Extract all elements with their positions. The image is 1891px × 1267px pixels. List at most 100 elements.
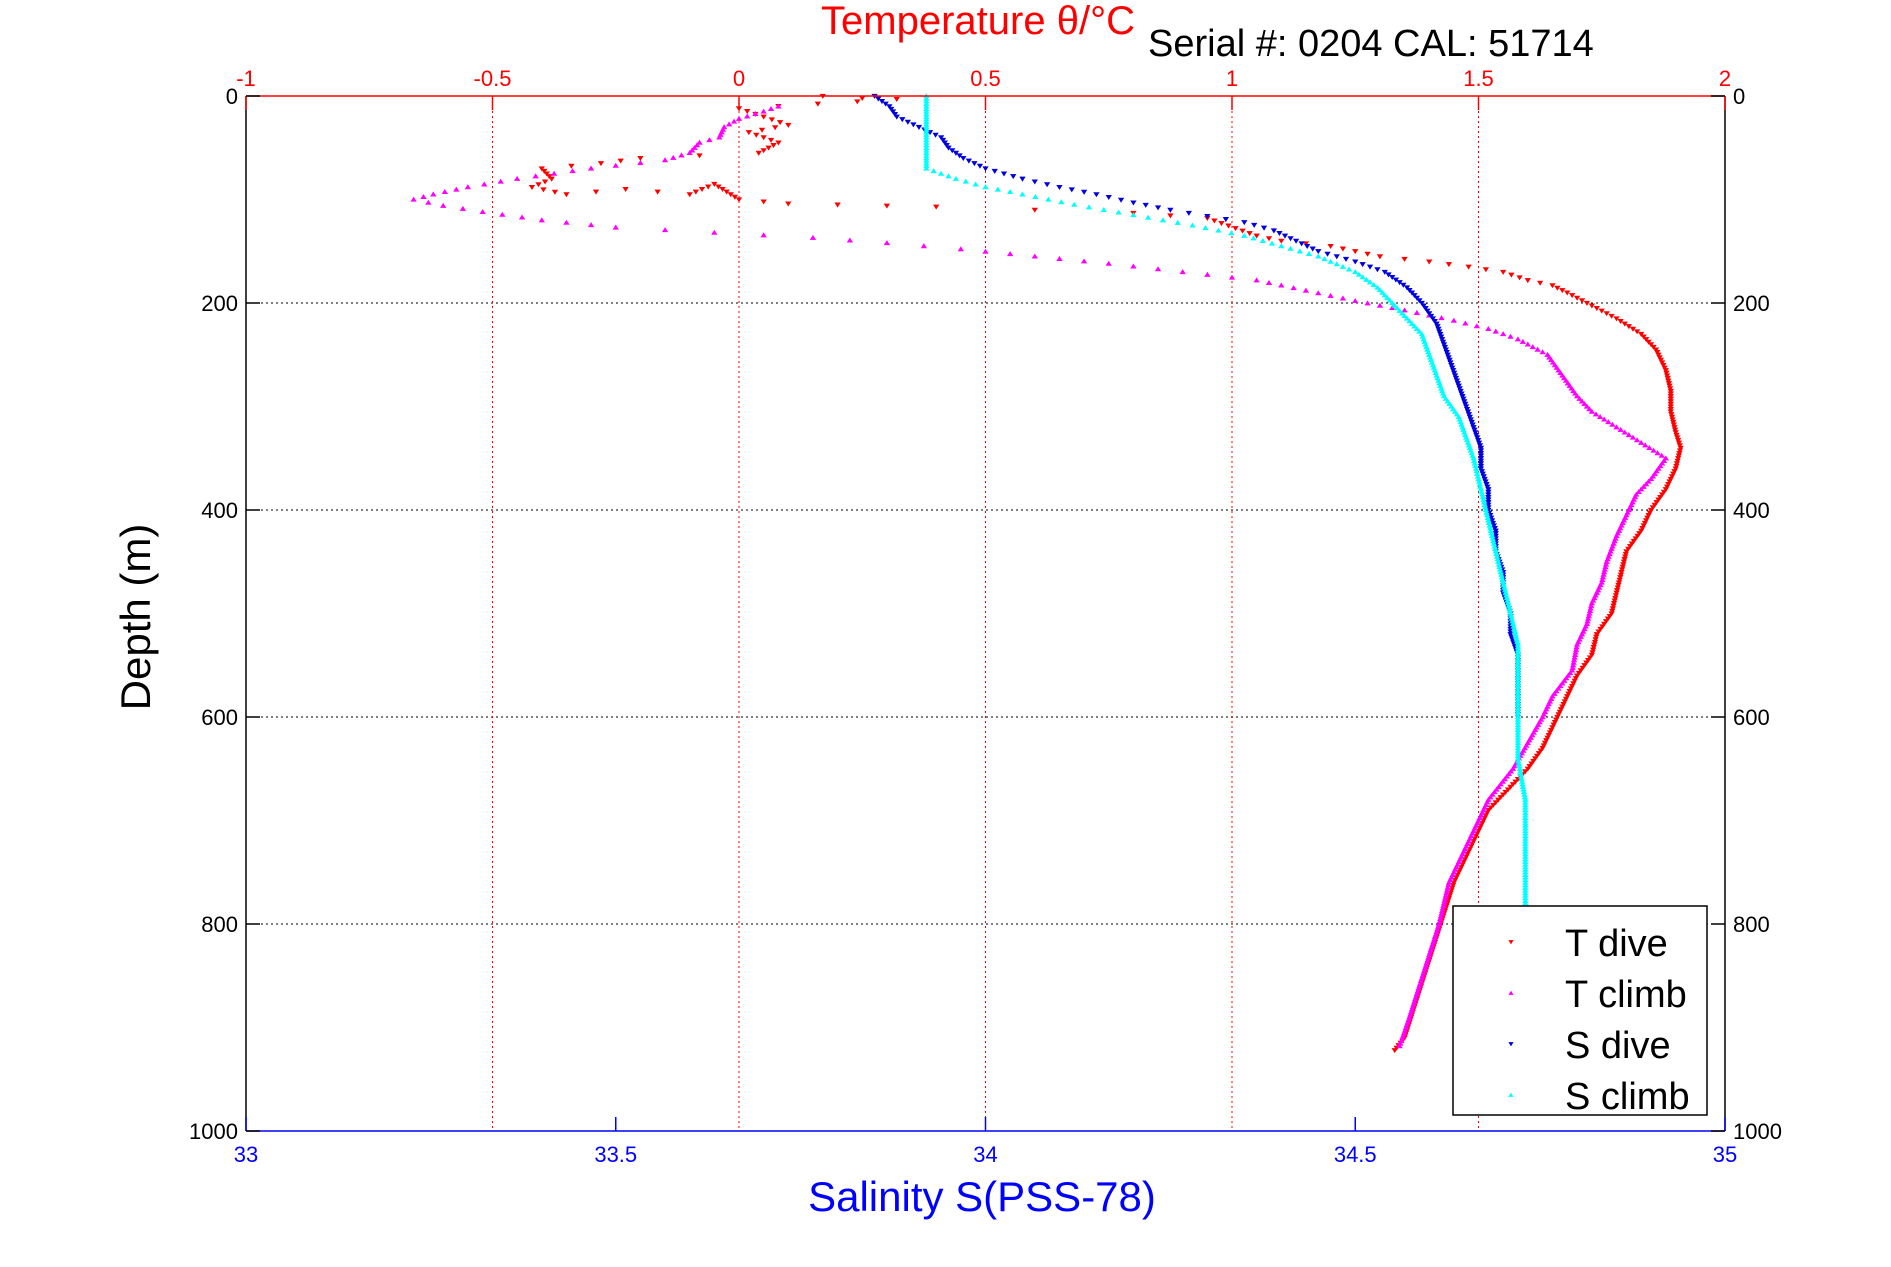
data-point (1475, 440, 1483, 446)
data-point (1593, 632, 1600, 638)
data-point (1522, 769, 1529, 775)
data-point (1474, 435, 1481, 441)
data-point (1598, 308, 1605, 314)
data-point (1466, 414, 1474, 420)
data-point (1629, 326, 1637, 332)
data-point (854, 99, 861, 105)
legend: T dive T climb S dive S climb (1452, 905, 1708, 1118)
data-point (1590, 645, 1597, 651)
data-point (1485, 489, 1492, 495)
data-point (1544, 735, 1551, 741)
data-point (1071, 201, 1078, 207)
data-point (772, 125, 779, 131)
data-point (768, 117, 776, 123)
legend-marker (1508, 990, 1514, 995)
data-point (1649, 505, 1657, 511)
data-point (1439, 339, 1447, 345)
data-point (569, 168, 576, 174)
data-point (1455, 383, 1462, 389)
data-point (1359, 274, 1366, 280)
data-point (1400, 282, 1407, 288)
legend-box (1452, 905, 1708, 1116)
data-point (1588, 303, 1596, 309)
x-top-tick-label: 1 (1226, 66, 1238, 91)
data-point (1675, 453, 1682, 459)
data-point (976, 163, 984, 169)
data-point (1642, 481, 1650, 487)
data-point (453, 186, 460, 192)
data-point (1482, 479, 1489, 485)
data-point (1479, 471, 1486, 477)
data-point (1000, 171, 1008, 177)
data-point (949, 148, 956, 154)
data-point (696, 139, 703, 145)
data-point (1485, 487, 1492, 493)
data-point (497, 178, 504, 184)
data-point (1633, 329, 1641, 335)
series-t-climb (410, 103, 1669, 1049)
data-point (1611, 598, 1618, 604)
y-left-tick-label: 0 (226, 84, 238, 109)
data-point (1462, 320, 1469, 326)
data-point (1105, 260, 1112, 266)
data-point (1667, 409, 1674, 415)
data-point (1484, 484, 1491, 490)
data-point (1445, 262, 1453, 268)
data-point (1655, 497, 1662, 503)
data-point (775, 103, 782, 109)
data-point (1499, 778, 1506, 784)
x-axis-label-salinity: Salinity S(PSS-78) (808, 1173, 1156, 1220)
data-point (1100, 206, 1107, 212)
data-point (1427, 313, 1435, 319)
data-point (1401, 256, 1408, 262)
data-point (767, 137, 775, 143)
data-point (1578, 298, 1586, 304)
data-point (1670, 471, 1677, 477)
data-point (459, 205, 467, 211)
data-point (1398, 310, 1406, 316)
data-point (752, 111, 759, 117)
data-point (1628, 541, 1636, 547)
data-point (1204, 271, 1211, 277)
data-point (1620, 562, 1627, 568)
data-point (1448, 362, 1455, 369)
data-point (785, 122, 792, 128)
data-point (1581, 401, 1588, 407)
data-point (1218, 221, 1225, 227)
data-point (1586, 406, 1593, 412)
data-point (945, 173, 952, 179)
data-point (760, 148, 767, 154)
data-point (1609, 421, 1616, 427)
data-point (758, 127, 766, 133)
y-right-tick-label: 200 (1733, 291, 1770, 316)
data-point (1608, 611, 1615, 617)
data-point (1174, 219, 1181, 225)
data-point (1589, 647, 1597, 653)
data-point (1495, 783, 1502, 789)
data-point (1342, 256, 1350, 262)
data-point (1533, 753, 1541, 759)
data-point (1601, 621, 1608, 627)
data-point (809, 234, 817, 240)
data-point (1625, 324, 1633, 330)
y-left-tick-label: 800 (201, 912, 238, 937)
data-point (1650, 344, 1657, 350)
data-point (1487, 794, 1494, 800)
data-point (1389, 300, 1396, 306)
data-point (1610, 603, 1617, 609)
data-point (1672, 466, 1679, 472)
data-point (1431, 318, 1438, 325)
data-point (1549, 725, 1556, 731)
data-point (1559, 704, 1566, 710)
data-point (744, 113, 751, 119)
data-point (637, 155, 644, 162)
data-point (1503, 773, 1510, 779)
data-point (1019, 191, 1026, 197)
data-point (1667, 386, 1674, 392)
data-point (548, 176, 555, 182)
data-point (1573, 295, 1581, 301)
data-point (1622, 551, 1629, 557)
data-point (1315, 290, 1322, 296)
data-point (1675, 440, 1683, 446)
data-point (1534, 346, 1541, 352)
